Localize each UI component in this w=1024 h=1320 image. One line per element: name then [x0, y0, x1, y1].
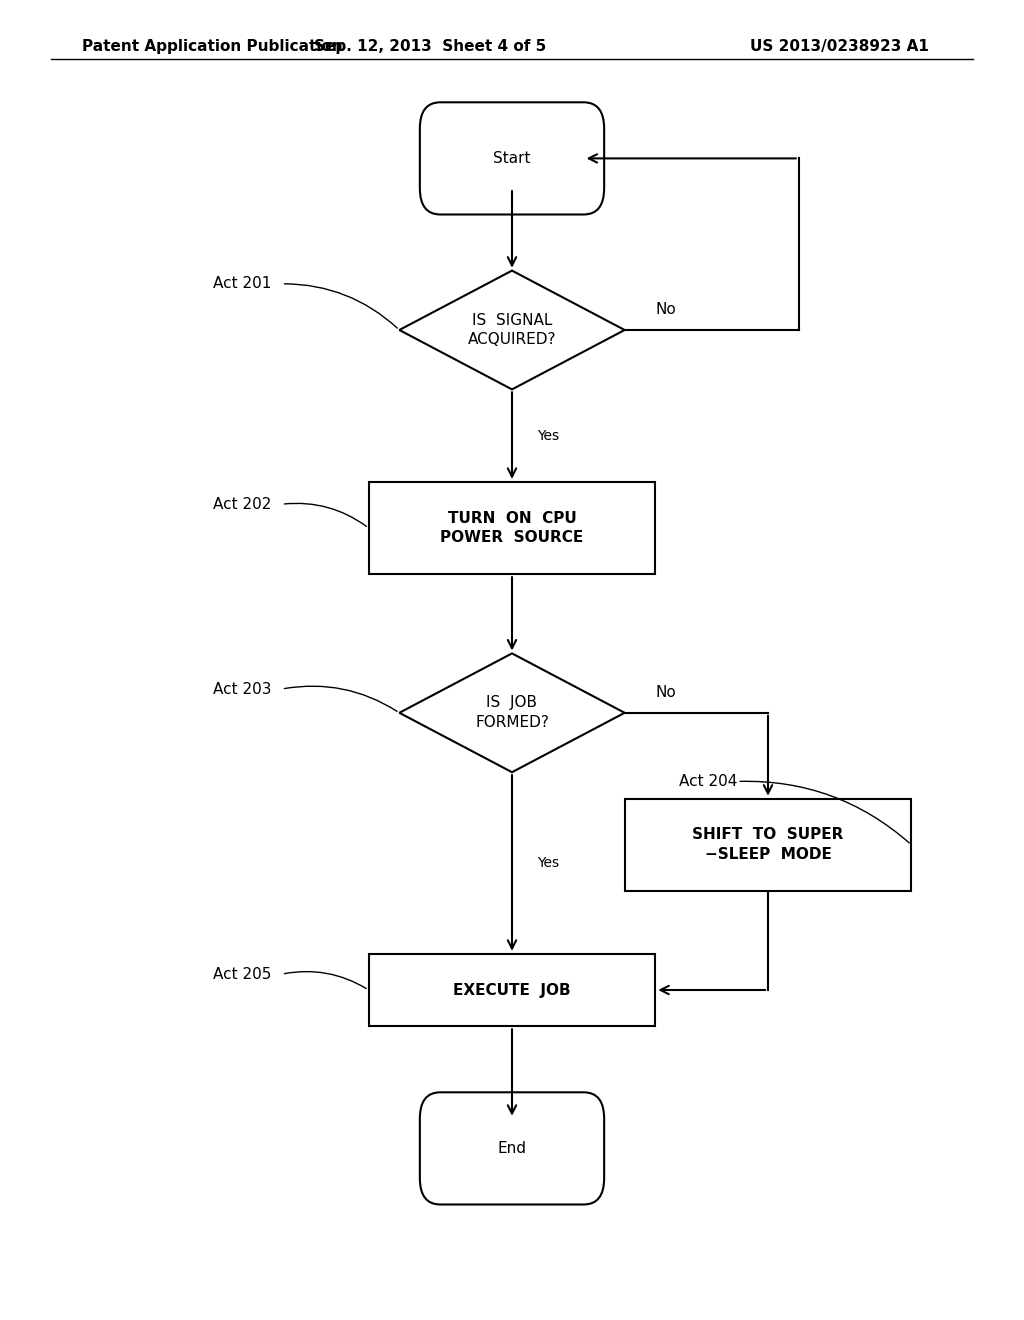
- Text: EXECUTE  JOB: EXECUTE JOB: [454, 982, 570, 998]
- Text: No: No: [655, 685, 676, 700]
- Text: Yes: Yes: [537, 429, 559, 442]
- FancyBboxPatch shape: [420, 103, 604, 214]
- Polygon shape: [399, 653, 625, 772]
- Text: TURN  ON  CPU
POWER  SOURCE: TURN ON CPU POWER SOURCE: [440, 511, 584, 545]
- Text: FIG.4: FIG.4: [483, 110, 541, 128]
- Text: Yes: Yes: [537, 855, 559, 870]
- Text: SHIFT  TO  SUPER
−SLEEP  MODE: SHIFT TO SUPER −SLEEP MODE: [692, 828, 844, 862]
- Text: Start: Start: [494, 150, 530, 166]
- Text: Act 201: Act 201: [213, 276, 271, 292]
- Text: Sep. 12, 2013  Sheet 4 of 5: Sep. 12, 2013 Sheet 4 of 5: [314, 38, 546, 54]
- Text: Act 202: Act 202: [213, 496, 271, 512]
- Text: Act 204: Act 204: [679, 774, 737, 789]
- Text: Act 205: Act 205: [213, 966, 271, 982]
- Text: End: End: [498, 1140, 526, 1156]
- FancyBboxPatch shape: [369, 953, 655, 1027]
- Text: IS  SIGNAL
ACQUIRED?: IS SIGNAL ACQUIRED?: [468, 313, 556, 347]
- FancyBboxPatch shape: [420, 1093, 604, 1204]
- FancyBboxPatch shape: [369, 482, 655, 574]
- Text: US 2013/0238923 A1: US 2013/0238923 A1: [751, 38, 929, 54]
- Text: Patent Application Publication: Patent Application Publication: [82, 38, 343, 54]
- FancyBboxPatch shape: [625, 799, 911, 891]
- Polygon shape: [399, 271, 625, 389]
- Text: No: No: [655, 302, 676, 317]
- Text: Act 203: Act 203: [213, 681, 271, 697]
- Text: IS  JOB
FORMED?: IS JOB FORMED?: [475, 696, 549, 730]
